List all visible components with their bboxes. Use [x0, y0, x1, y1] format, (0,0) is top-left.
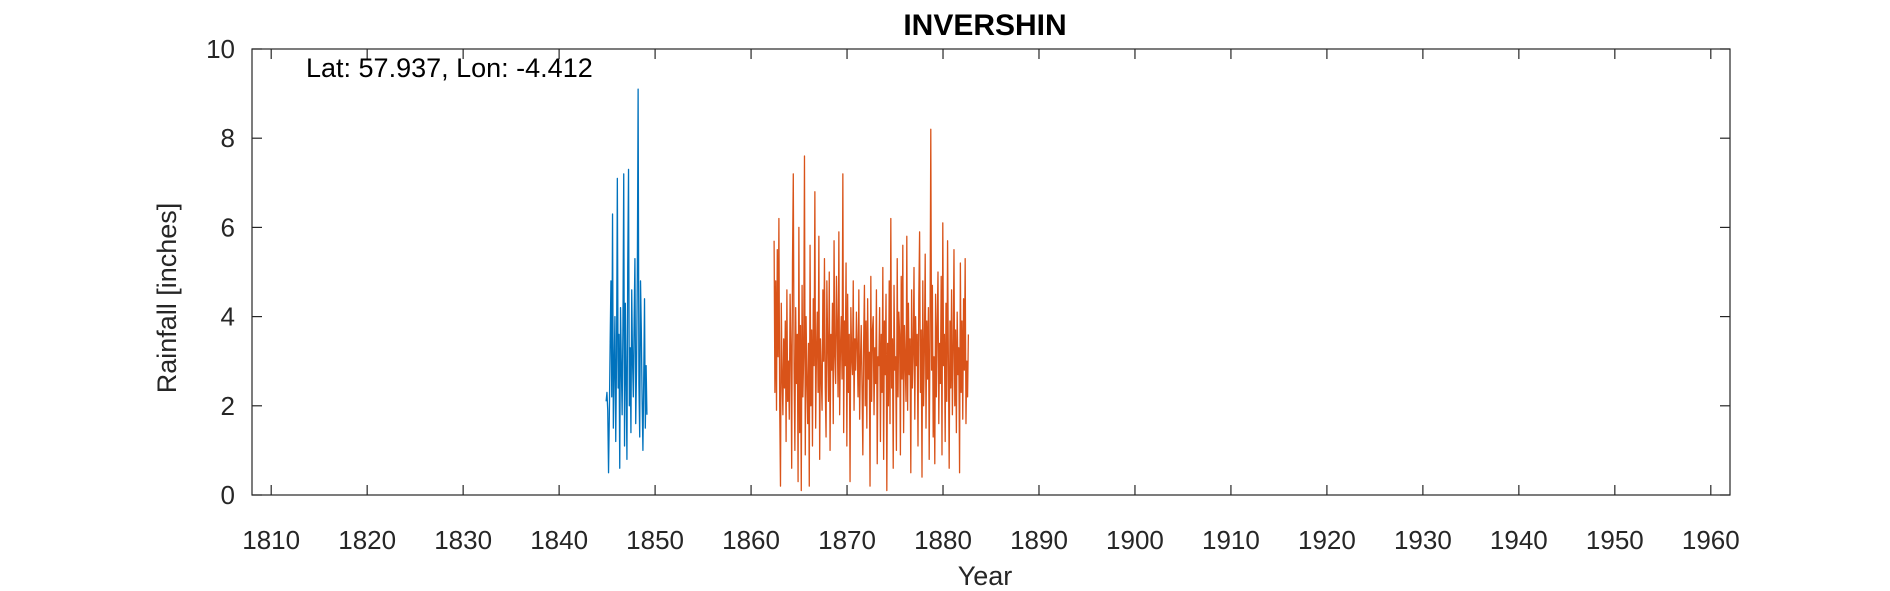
y-axis-label: Rainfall [inches] — [152, 203, 182, 394]
series-1-line — [605, 88, 648, 474]
x-tick-label: 1840 — [530, 525, 588, 555]
y-tick-label: 4 — [221, 302, 235, 332]
y-tick-label: 2 — [221, 391, 235, 421]
axes: 1810 1820 1830 1840 1850 1860 1870 1880 1890 1900… — [206, 34, 1740, 555]
x-tick-label: 1930 — [1394, 525, 1452, 555]
x-tick-label: 1880 — [914, 525, 972, 555]
chart-title: INVERSHIN — [903, 9, 1066, 42]
x-tick-label: 1830 — [434, 525, 492, 555]
x-tick-label: 1960 — [1682, 525, 1740, 555]
x-tick-label: 1810 — [242, 525, 300, 555]
y-tick-label: 8 — [221, 123, 235, 153]
y-tick-label: 6 — [221, 212, 235, 242]
x-tick-label: 1940 — [1490, 525, 1548, 555]
y-tick-label: 0 — [221, 480, 235, 510]
axes-box — [251, 48, 1731, 496]
x-axis-label: Year — [958, 561, 1013, 591]
x-tick-label: 1900 — [1106, 525, 1164, 555]
y-tick-label: 10 — [206, 34, 235, 64]
location-annotation: Lat: 57.937, Lon: -4.412 — [306, 53, 593, 83]
x-tick-label: 1850 — [626, 525, 684, 555]
series-2-line — [773, 128, 970, 492]
x-tick-label: 1910 — [1202, 525, 1260, 555]
x-tick-label: 1820 — [338, 525, 396, 555]
x-tick-label: 1920 — [1298, 525, 1356, 555]
x-tick-label: 1870 — [818, 525, 876, 555]
plot-area — [605, 88, 970, 492]
x-tick-label: 1950 — [1586, 525, 1644, 555]
x-tick-label: 1860 — [722, 525, 780, 555]
x-tick-label: 1890 — [1010, 525, 1068, 555]
